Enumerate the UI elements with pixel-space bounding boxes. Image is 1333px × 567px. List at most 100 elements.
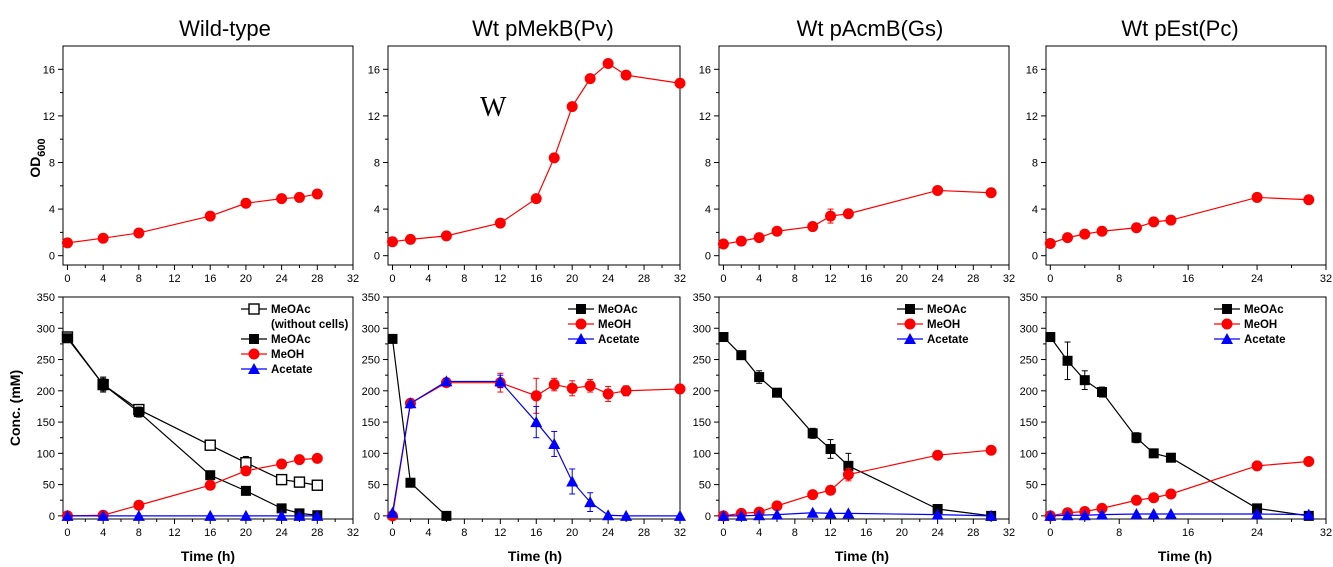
x-tick-label: 20 [240,273,252,285]
y-tick-label: 12 [43,111,55,123]
y-tick-label: 350 [362,292,380,304]
legend: MeOAc (without cells) MeOAc MeOH Acetate [241,303,348,376]
x-axis-title-3: Time (h) [835,548,889,564]
panel-title-pmekb: Wt pMekB(Pv) [472,16,614,41]
panel-1: 0 4 8 12 16 20 24 28 32 0 4 8 12 16 [43,45,359,285]
legend-label-line: MeOH [1244,319,1277,331]
legend-label-line: MeOH [271,349,304,361]
data-point [754,372,765,383]
x-tick-label: 24 [602,273,614,285]
data-point [530,390,542,402]
data-point [806,506,819,518]
y-tick-label: 16 [43,64,55,76]
legend-marker [248,348,260,360]
legend-label: MeOH [598,319,631,331]
legend-label-line: MeOAc [927,304,967,316]
x-tick-label: 16 [860,273,872,285]
y-tick-label: 0 [705,511,711,523]
y-tick-label: 300 [1020,323,1038,335]
y-tick-label: 200 [37,386,55,398]
data-point [1062,232,1074,244]
panel-6: 0 4 8 12 16 20 24 28 32 0 50 100 150 200 250 300 350 MeOA… [362,292,686,539]
legend-label-line: MeOAc [271,334,311,346]
legend-label: MeOH [271,349,304,361]
data-point [387,333,398,344]
x-tick-label: 16 [860,527,872,539]
data-point [311,452,323,464]
y-tick-label: 12 [1026,111,1038,123]
x-tick-label: 8 [461,527,467,539]
data-point [62,333,73,344]
data-point [771,225,783,237]
data-point [807,221,819,233]
data-point [293,476,306,488]
data-point [204,439,216,451]
x-tick-label: 4 [756,273,762,285]
x-tick-label: 28 [967,527,979,539]
legend-marker [1221,318,1233,330]
legend-marker [905,304,915,314]
data-point [276,503,287,514]
data-point [1303,455,1315,467]
data-point [825,484,837,496]
y-tick-label: 300 [693,323,711,335]
data-point [771,508,783,520]
data-point [932,184,944,196]
x-tick-label: 4 [425,273,431,285]
data-point [620,509,633,521]
x-axis-title-2: Time (h) [508,548,562,564]
y-tick-label: 100 [693,448,711,460]
data-point [602,388,614,400]
y-tick-label: 8 [1032,157,1038,169]
panel-title-wild-type: Wild-type [179,16,271,41]
data-point [386,506,399,518]
series-line [1050,460,1309,517]
data-point [1130,507,1143,519]
data-point [1045,332,1056,343]
data-point [753,232,765,244]
data-point [1061,509,1074,521]
legend-label: Acetate [1244,334,1286,346]
x-tick-label: 32 [347,527,359,539]
data-point [1096,502,1108,514]
y-tick-label: 0 [1032,251,1038,263]
data-point [1148,216,1160,228]
legend: MeOAc MeOH Acetate [1214,304,1286,346]
series-line [723,336,992,517]
data-point [842,507,855,519]
x-tick-label: 20 [566,273,578,285]
legend-marker [249,334,259,344]
legend-marker [1222,304,1232,314]
panel-5: 0 4 8 12 16 20 24 28 32 0 50 100 150 200 250 300 350 MeOA… [37,292,359,539]
legend-marker [576,304,586,314]
series-1 [61,188,323,249]
x-tick-label: 8 [1116,273,1122,285]
data-point [530,193,542,205]
data-point [1148,492,1160,504]
data-point [1096,225,1108,237]
data-point [133,227,145,239]
x-tick-label: 32 [674,273,686,285]
legend-marker [248,363,260,374]
data-point [311,188,323,200]
data-point [405,477,416,488]
data-point [204,509,217,521]
series-3 [386,374,686,521]
x-tick-label: 24 [602,527,614,539]
data-point [602,509,615,521]
legend-label: Acetate [271,364,313,376]
x-tick-label: 0 [389,527,395,539]
data-point [293,509,306,521]
data-point [985,509,998,521]
x-tick-label: 20 [896,527,908,539]
data-point [753,509,766,521]
data-point [240,465,252,477]
y-tick-label: 8 [705,157,711,169]
x-tick-label: 8 [792,527,798,539]
data-point [133,499,145,511]
legend-label: Acetate [598,334,640,346]
x-tick-label: 24 [1251,527,1263,539]
x-tick-label: 4 [100,527,106,539]
data-point [276,458,288,470]
y-tick-label: 50 [1026,480,1038,492]
